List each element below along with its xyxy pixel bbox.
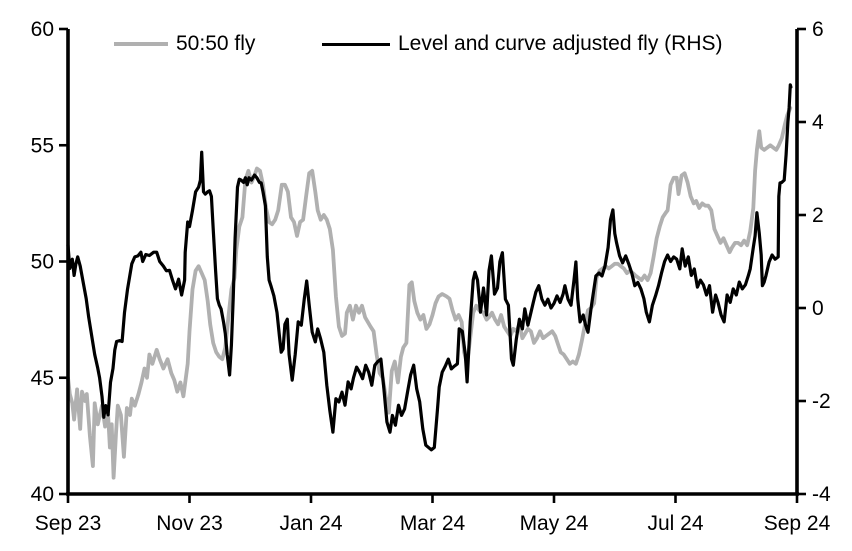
series-50-50-fly-line <box>66 106 793 480</box>
right-axis-tick-label: 4 <box>812 111 824 134</box>
x-axis-tick-label: Jan 24 <box>279 512 342 535</box>
left-axis-tick-label: 55 <box>31 134 54 157</box>
right-axis-tick-label: 6 <box>812 18 824 41</box>
right-axis-tick-label: -2 <box>812 390 831 413</box>
left-axis-tick-label: 40 <box>31 483 54 506</box>
x-axis-tick-label: Jul 24 <box>647 512 703 535</box>
right-axis-tick-label: 0 <box>812 297 824 320</box>
left-axis-tick-label: 60 <box>31 18 54 41</box>
x-axis-tick-label: Sep 23 <box>35 512 102 535</box>
x-axis-tick-label: May 24 <box>520 512 589 535</box>
x-axis-tick-label: Mar 24 <box>400 512 466 535</box>
left-axis-tick-label: 45 <box>31 367 54 390</box>
x-axis-tick-label: Nov 23 <box>156 512 223 535</box>
left-axis-tick-label: 50 <box>31 251 54 274</box>
series-level-curve-adjusted-fly-line <box>66 83 793 452</box>
right-axis-tick-label: -4 <box>812 483 831 506</box>
x-axis-tick-label: Sep 24 <box>764 512 831 535</box>
right-axis-tick-label: 2 <box>812 204 824 227</box>
